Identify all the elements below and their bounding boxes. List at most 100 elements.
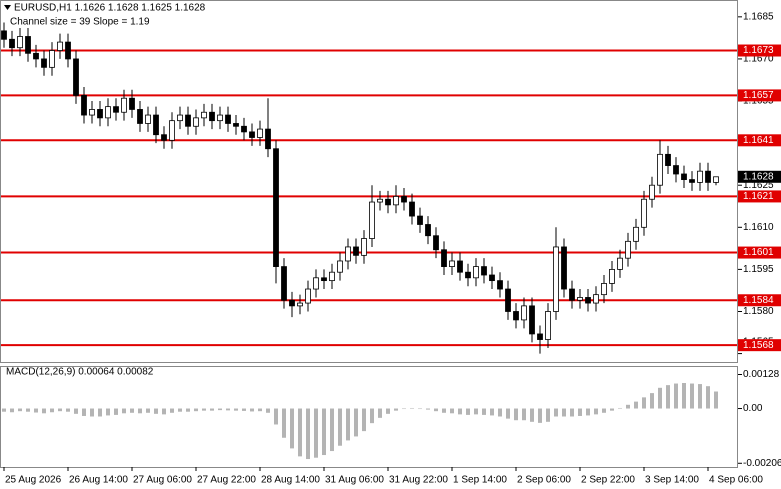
candle-body: [489, 274, 495, 282]
macd-bar: [586, 408, 590, 416]
candle-body: [33, 52, 39, 60]
level-label: 1.1621: [743, 191, 774, 202]
candle-body: [593, 294, 599, 304]
candle-body: [537, 333, 543, 340]
macd-bar: [138, 408, 142, 414]
x-tick-label: 31 Aug 06:00: [325, 475, 384, 486]
candle-body: [321, 277, 327, 282]
candle-body: [225, 114, 231, 124]
macd-bar: [570, 408, 574, 417]
macd-bar: [242, 408, 246, 411]
macd-bar: [258, 408, 262, 412]
y-tick-label: -0.00206: [743, 458, 781, 469]
candle-body: [609, 268, 615, 284]
macd-bar: [66, 408, 70, 412]
candle-body: [297, 302, 303, 307]
candle-body: [73, 58, 79, 96]
candle-body: [161, 134, 167, 141]
macd-bar: [218, 408, 222, 411]
macd-bar: [34, 408, 38, 413]
macd-bar: [306, 408, 310, 460]
x-tick-label: 28 Aug 14:00: [261, 475, 320, 486]
level-label-box: [738, 339, 781, 352]
macd-bar: [122, 408, 126, 414]
macd-bar: [714, 391, 718, 409]
price-frame: [0, 0, 738, 363]
candle-body: [433, 235, 439, 251]
candle-body: [17, 36, 23, 49]
macd-bar: [58, 408, 62, 412]
candle-body: [233, 123, 239, 127]
macd-bar: [178, 408, 182, 412]
level-label-box: [738, 190, 781, 203]
price-panel: 1.16851.16701.16551.16251.16101.15951.15…: [0, 11, 781, 355]
level-label: 1.1641: [743, 135, 774, 146]
candle-body: [705, 170, 711, 183]
candle-body: [209, 111, 215, 122]
macd-bar: [522, 408, 526, 421]
macd-bar: [658, 387, 662, 409]
current-price-label: 1.1628: [743, 171, 774, 182]
candle-body: [561, 246, 567, 290]
y-tick-label: 1.1625: [743, 180, 774, 191]
candle-body: [289, 299, 295, 307]
macd-bar: [690, 383, 694, 409]
candle-body: [457, 260, 463, 273]
y-tick-label: 1.1595: [743, 264, 774, 275]
candle-body: [305, 288, 311, 304]
candle-body: [585, 297, 591, 304]
macd-bar: [682, 383, 686, 409]
macd-bar: [538, 408, 542, 423]
macd-bar: [154, 408, 158, 414]
macd-bar: [186, 408, 190, 412]
candle-body: [393, 196, 399, 206]
macd-bar: [18, 408, 22, 412]
macd-bar: [666, 385, 670, 409]
macd-bar: [514, 408, 518, 421]
candle-body: [121, 97, 127, 113]
macd-bar: [210, 408, 214, 411]
x-tick-label: 3 Sep 14:00: [645, 475, 699, 486]
candle-body: [169, 120, 175, 141]
candle-body: [601, 283, 607, 296]
macd-bar: [434, 408, 438, 412]
macd-bar: [506, 408, 510, 419]
y-tick-label: 1.1685: [743, 11, 774, 22]
macd-bar: [698, 384, 702, 409]
macd-bar: [642, 397, 646, 409]
y-tick-label: 0.00: [743, 403, 763, 414]
macd-bar: [362, 408, 366, 432]
level-label-box: [738, 89, 781, 102]
candle-body: [513, 311, 519, 321]
candle-body: [505, 288, 511, 312]
candle-body: [441, 249, 447, 267]
level-label-box: [738, 44, 781, 57]
macd-bar: [50, 408, 54, 413]
level-label: 1.1657: [743, 90, 774, 101]
x-tick-label: 27 Aug 22:00: [197, 475, 256, 486]
candle-body: [369, 201, 375, 239]
candle-body: [281, 266, 287, 301]
candle-body: [337, 260, 343, 273]
candle-body: [681, 173, 687, 180]
candle-body: [129, 97, 135, 110]
macd-bar: [10, 408, 14, 413]
candle-body: [529, 305, 535, 335]
candle-body: [97, 109, 103, 119]
macd-bar: [546, 408, 550, 422]
candle-body: [89, 109, 95, 116]
macd-title: MACD(12,26,9) 0.00064 0.00082: [6, 367, 154, 378]
candle-body: [257, 128, 263, 138]
macd-bar: [610, 408, 614, 411]
macd-bar: [650, 393, 654, 409]
candle-body: [145, 114, 151, 124]
candle-body: [25, 36, 31, 54]
candle-body: [713, 176, 719, 183]
candle-body: [473, 266, 479, 279]
candle-body: [177, 114, 183, 122]
macd-bar: [554, 408, 558, 417]
macd-bar: [458, 408, 462, 415]
macd-bar: [394, 408, 398, 411]
candle-body: [185, 114, 191, 127]
